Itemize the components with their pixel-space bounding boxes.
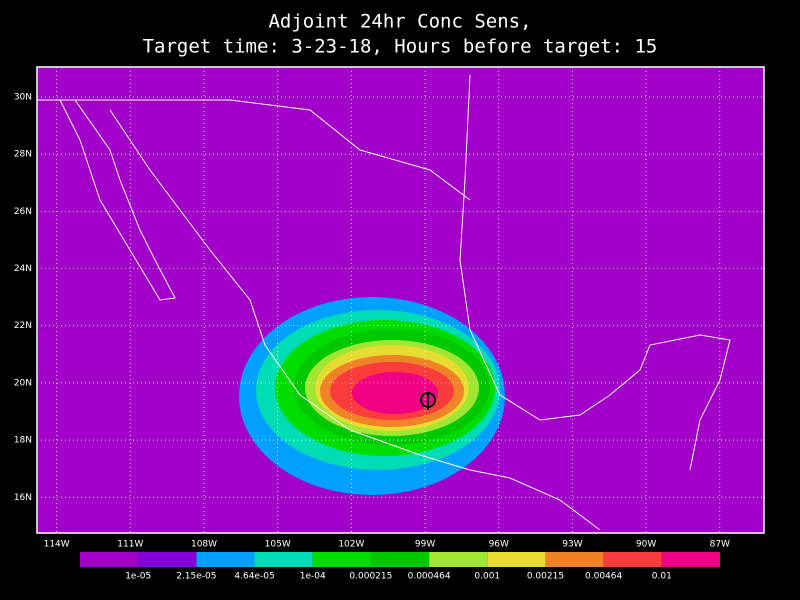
colorbar-box	[254, 552, 313, 567]
x-tick-label: 111W	[117, 540, 143, 550]
y-tick-label: 18N	[14, 436, 32, 446]
colorbar-box	[196, 552, 255, 567]
colorbar-box	[312, 552, 371, 567]
y-tick-label: 20N	[14, 378, 32, 388]
colorbar-box	[370, 552, 430, 567]
colorbar-label: 0.001	[474, 572, 500, 582]
y-tick-label: 28N	[14, 150, 32, 160]
x-tick-label: 99W	[415, 540, 435, 550]
colorbar-box	[80, 552, 139, 567]
target-marker	[420, 392, 436, 410]
coastline	[59, 99, 176, 301]
x-tick-label: 96W	[489, 540, 509, 550]
colorbar-label: 0.000464	[408, 572, 451, 582]
colorbar-box	[545, 552, 604, 567]
title-line: Adjoint 24hr Conc Sens,	[268, 11, 531, 33]
colorbar-label: 1e-05	[125, 572, 151, 582]
colorbar-label: 1e-04	[300, 572, 326, 582]
coastline	[459, 74, 731, 471]
colorbar-box	[603, 552, 662, 567]
coastline	[109, 109, 601, 531]
contour	[352, 372, 438, 414]
y-tick-label: 30N	[14, 93, 32, 103]
colorbar-label: 0.000215	[349, 572, 392, 582]
colorbar-label: 0.01	[652, 572, 672, 582]
map-frame	[36, 66, 765, 534]
y-tick-label: 24N	[14, 264, 32, 274]
colorbar-box	[138, 552, 197, 567]
x-tick-label: 114W	[44, 540, 70, 550]
border	[37, 99, 471, 201]
y-tick-label: 22N	[14, 321, 32, 331]
x-tick-label: 108W	[191, 540, 217, 550]
title-line: Target time: 3-23-18, Hours before targe…	[143, 36, 658, 58]
colorbar-box	[429, 552, 488, 567]
colorbar-label: 2.15e-05	[176, 572, 216, 582]
sensitivity-field	[239, 297, 505, 495]
x-tick-label: 102W	[338, 540, 364, 550]
colorbar-label: 0.00215	[527, 572, 564, 582]
y-tick-label: 26N	[14, 207, 32, 217]
colorbar-label: 0.00464	[585, 572, 622, 582]
x-tick-label: 105W	[265, 540, 291, 550]
colorbar-label: 4.64e-05	[234, 572, 274, 582]
coastlines	[37, 74, 731, 531]
x-tick-label: 90W	[636, 540, 656, 550]
x-tick-label: 87W	[710, 540, 730, 550]
colorbar-box	[487, 552, 546, 567]
x-tick-label: 93W	[562, 540, 582, 550]
y-tick-label: 16N	[14, 493, 32, 503]
colorbar-box	[661, 552, 720, 567]
